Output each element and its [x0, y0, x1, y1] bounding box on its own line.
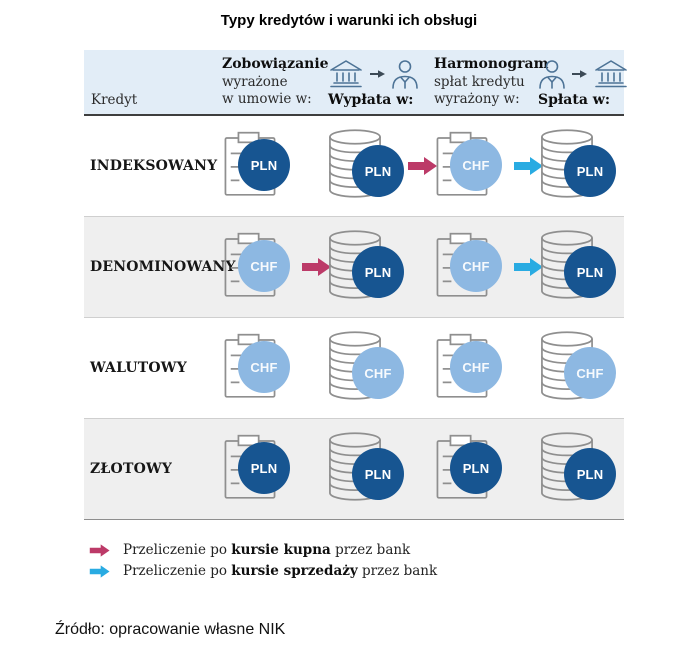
person-icon: [539, 60, 565, 90]
legend-item-sell-rate: Przeliczenie po kursie sprzedaży przez b…: [86, 563, 698, 579]
repayment-currency-cell: PLN: [540, 126, 624, 206]
currency-badge: PLN: [564, 145, 616, 197]
payout-currency-cell: CHF: [328, 328, 412, 408]
repayment-currency-cell: CHF: [540, 328, 624, 408]
currency-badge: PLN: [564, 448, 616, 500]
bank-icon: [595, 60, 627, 88]
currency-badge: PLN: [352, 448, 404, 500]
currency-badge: CHF: [450, 240, 502, 292]
currency-badge: CHF: [450, 341, 502, 393]
currency-badge: PLN: [564, 246, 616, 298]
repayment-flow-icons: [538, 59, 629, 90]
currency-badge: PLN: [352, 145, 404, 197]
credit-type-label: WALUTOWY: [90, 360, 187, 376]
page-title: Typy kredytów i warunki ich obsługi: [220, 12, 478, 29]
legend-text: Przeliczenie po kursie kupna przez bank: [123, 542, 411, 558]
buy-rate-arrow-icon: [408, 157, 437, 175]
clipboard-icon: [224, 232, 276, 297]
contract-currency-cell: CHF: [222, 328, 306, 408]
currency-badge: PLN: [352, 246, 404, 298]
currency-badge: CHF: [352, 347, 404, 399]
buy-rate-arrow-icon: [302, 258, 331, 276]
buy-rate-arrow-icon: [89, 543, 110, 557]
person-icon: [392, 60, 418, 90]
column-header-schedule: Harmonogram spłat kredytu wyrażony w:: [434, 56, 549, 108]
repayment-label: Spłata w:: [538, 92, 610, 109]
credit-row-zlotowy: ZŁOTOWY PLN PLN: [84, 419, 624, 520]
currency-badge: CHF: [450, 139, 502, 191]
currency-badge: CHF: [238, 240, 290, 292]
column-header-kredyt: Kredyt: [91, 92, 138, 109]
schedule-currency-cell: PLN: [434, 429, 518, 509]
repayment-currency-cell: PLN: [540, 227, 624, 307]
credit-table: Kredyt Zobowiązanie wyrażone w umowie w:: [84, 50, 627, 520]
credit-row-walutowy: WALUTOWY CHF CHF: [84, 318, 624, 419]
payout-flow-icons: [328, 59, 419, 90]
currency-badge: PLN: [450, 442, 502, 494]
legend-item-buy-rate: Przeliczenie po kursie kupna przez bank: [86, 542, 698, 558]
column-header-obligation: Zobowiązanie wyrażone w umowie w:: [222, 56, 329, 108]
credit-row-indeksowany: INDEKSOWANY PLN PLN: [84, 116, 624, 217]
currency-badge: CHF: [564, 347, 616, 399]
conversion-arrow-slot: [302, 256, 331, 278]
conversion-arrow-slot: [514, 155, 543, 177]
repayment-currency-cell: PLN: [540, 429, 624, 509]
currency-badge: PLN: [238, 139, 290, 191]
sell-rate-arrow-icon: [514, 157, 543, 175]
currency-badge: PLN: [238, 442, 290, 494]
payout-currency-cell: PLN: [328, 126, 412, 206]
contract-currency-cell: CHF: [222, 227, 306, 307]
right-arrow-icon: [370, 70, 385, 79]
source-note: Źródło: opracowanie własne NIK: [55, 621, 286, 638]
credit-type-label: INDEKSOWANY: [90, 158, 218, 174]
contract-currency-cell: PLN: [222, 126, 306, 206]
contract-currency-cell: PLN: [222, 429, 306, 509]
credit-row-denominowany: DENOMINOWANY CHF PLN: [84, 217, 624, 318]
conversion-arrow-slot: [408, 155, 437, 177]
bank-icon: [330, 60, 362, 88]
column-header-payout: Wypłata w:: [328, 59, 434, 108]
credit-type-label: DENOMINOWANY: [90, 259, 236, 275]
payout-currency-cell: PLN: [328, 429, 412, 509]
currency-badge: CHF: [238, 341, 290, 393]
payout-currency-cell: PLN: [328, 227, 412, 307]
table-header: Kredyt Zobowiązanie wyrażone w umowie w:: [84, 50, 627, 116]
schedule-currency-cell: CHF: [434, 126, 518, 206]
column-header-repayment: Spłata w:: [538, 59, 627, 109]
right-arrow-icon: [572, 70, 587, 79]
sell-rate-arrow-icon: [514, 258, 543, 276]
legend: Przeliczenie po kursie kupna przez bank …: [86, 542, 698, 579]
conversion-arrow-slot: [514, 256, 543, 278]
schedule-currency-cell: CHF: [434, 328, 518, 408]
credit-type-label: ZŁOTOWY: [90, 461, 173, 477]
payout-label: Wypłata w:: [328, 92, 414, 109]
sell-rate-arrow-icon: [89, 564, 110, 578]
legend-text: Przeliczenie po kursie sprzedaży przez b…: [123, 563, 438, 579]
schedule-currency-cell: CHF: [434, 227, 518, 307]
